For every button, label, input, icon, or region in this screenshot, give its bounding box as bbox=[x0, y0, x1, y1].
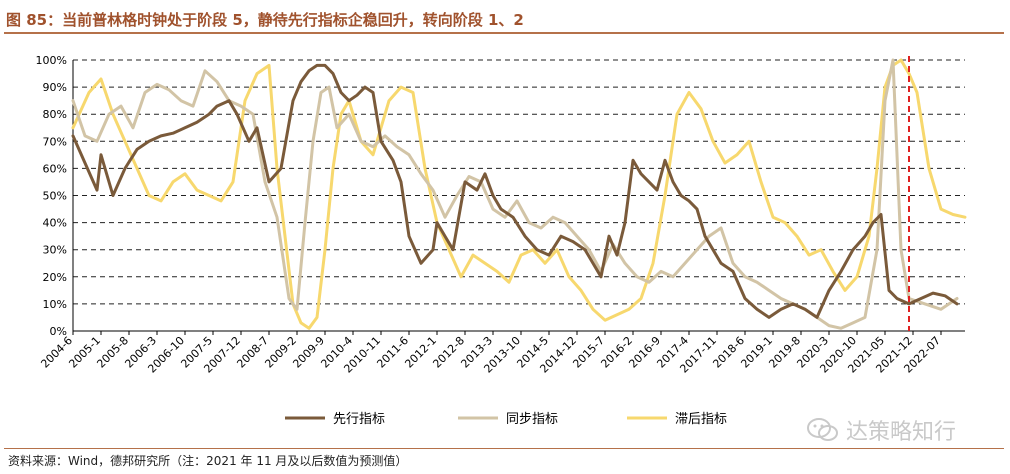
y-tick-label: 50% bbox=[43, 190, 67, 203]
y-axis: 0% 10% 20% 30% 40% 50% 60% 70% 80% 90% 100% bbox=[36, 54, 74, 338]
legend-label: 滞后指标 bbox=[675, 412, 727, 427]
legend: 先行指标 同步指标 滞后指标 bbox=[285, 412, 727, 427]
watermark-text: 达策略知行 bbox=[846, 420, 957, 445]
x-axis: 2004-62005-12005-82006-32006-102007-5200… bbox=[38, 330, 965, 376]
source-note: 资料来源：Wind，德邦研究所（注：2021 年 11 月及以后数值为预测值） bbox=[8, 454, 408, 468]
y-tick-label: 40% bbox=[43, 217, 67, 230]
wechat-icon bbox=[807, 418, 838, 441]
figure-title: 图 85：当前普林格时钟处于阶段 5，静待先行指标企稳回升，转向阶段 1、2 bbox=[6, 11, 524, 29]
title-rule bbox=[4, 32, 1004, 34]
legend-label: 同步指标 bbox=[506, 412, 558, 427]
legend-label: 先行指标 bbox=[333, 412, 385, 427]
series-line-1 bbox=[71, 63, 959, 319]
y-tick-label: 30% bbox=[43, 244, 67, 257]
y-tick-label: 80% bbox=[43, 108, 67, 121]
y-tick-label: 10% bbox=[43, 298, 67, 311]
series-line-3 bbox=[71, 58, 967, 330]
y-tick-label: 100% bbox=[36, 54, 67, 67]
y-tick-label: 0% bbox=[50, 325, 67, 338]
y-tick-label: 20% bbox=[43, 271, 67, 284]
line-chart: 0% 10% 20% 30% 40% 50% 60% 70% 80% 90% 100% 2004-6… bbox=[36, 54, 967, 427]
y-tick-label: 70% bbox=[43, 135, 67, 148]
y-tick-label: 60% bbox=[43, 162, 67, 175]
watermark: 达策略知行 bbox=[806, 414, 956, 446]
series-lines bbox=[71, 58, 967, 330]
y-tick-label: 90% bbox=[43, 81, 67, 94]
source-rule bbox=[4, 448, 1004, 449]
